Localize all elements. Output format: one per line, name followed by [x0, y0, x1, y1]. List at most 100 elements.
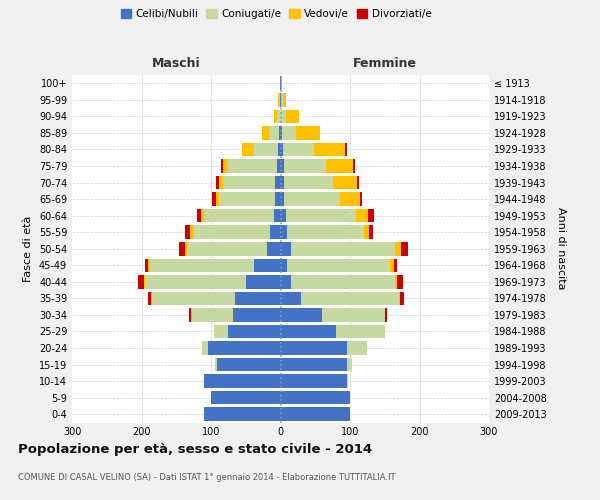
Bar	[291, 275, 395, 288]
Y-axis label: Fasce di età: Fasce di età	[23, 216, 33, 282]
Bar	[286, 209, 356, 222]
Bar	[281, 209, 286, 222]
Bar	[394, 258, 397, 272]
Bar	[281, 226, 287, 239]
Legend: Celibi/Nubili, Coniugati/e, Vedovi/e, Divorziati/e: Celibi/Nubili, Coniugati/e, Vedovi/e, Di…	[116, 5, 436, 24]
Bar	[277, 110, 281, 123]
Y-axis label: Anni di nascita: Anni di nascita	[556, 208, 566, 290]
Bar	[279, 93, 280, 106]
Bar	[235, 292, 281, 305]
Bar	[187, 242, 266, 256]
Bar	[314, 142, 345, 156]
Bar	[145, 258, 148, 272]
Bar	[326, 159, 353, 173]
Bar	[214, 324, 229, 338]
Bar	[281, 408, 350, 421]
Bar	[398, 292, 400, 305]
Bar	[151, 292, 152, 305]
Bar	[357, 176, 359, 190]
Bar	[400, 292, 404, 305]
Bar	[233, 308, 281, 322]
Bar	[270, 226, 281, 239]
Bar	[296, 126, 320, 140]
Bar	[391, 258, 394, 272]
Bar	[281, 324, 336, 338]
Bar	[281, 358, 347, 372]
Bar	[204, 209, 274, 222]
Bar	[223, 176, 275, 190]
Bar	[353, 159, 355, 173]
Bar	[269, 126, 279, 140]
Bar	[397, 275, 403, 288]
Bar	[284, 159, 326, 173]
Bar	[347, 342, 367, 355]
Bar	[216, 176, 220, 190]
Bar	[281, 110, 286, 123]
Bar	[332, 176, 357, 190]
Bar	[220, 192, 275, 206]
Bar	[278, 142, 281, 156]
Bar	[301, 292, 398, 305]
Bar	[179, 242, 185, 256]
Bar	[274, 110, 277, 123]
Bar	[215, 358, 217, 372]
Bar	[395, 242, 401, 256]
Bar	[281, 391, 350, 404]
Bar	[138, 275, 143, 288]
Bar	[364, 226, 370, 239]
Bar	[277, 159, 281, 173]
Bar	[211, 391, 281, 404]
Bar	[284, 176, 332, 190]
Bar	[194, 226, 270, 239]
Bar	[347, 374, 348, 388]
Bar	[217, 358, 281, 372]
Bar	[345, 142, 347, 156]
Bar	[221, 159, 223, 173]
Bar	[281, 258, 287, 272]
Bar	[281, 142, 283, 156]
Bar	[242, 142, 254, 156]
Bar	[385, 308, 387, 322]
Bar	[148, 292, 151, 305]
Bar	[275, 192, 281, 206]
Bar	[286, 110, 299, 123]
Bar	[208, 342, 281, 355]
Bar	[246, 275, 281, 288]
Bar	[281, 93, 283, 106]
Bar	[229, 159, 277, 173]
Bar	[185, 226, 190, 239]
Bar	[401, 242, 407, 256]
Bar	[189, 308, 191, 322]
Bar	[281, 292, 301, 305]
Bar	[287, 226, 364, 239]
Text: Popolazione per età, sesso e stato civile - 2014: Popolazione per età, sesso e stato civil…	[18, 442, 372, 456]
Bar	[322, 308, 385, 322]
Bar	[283, 93, 286, 106]
Bar	[336, 324, 385, 338]
Bar	[229, 324, 281, 338]
Bar	[347, 358, 352, 372]
Bar	[262, 126, 269, 140]
Bar	[266, 242, 281, 256]
Bar	[282, 126, 296, 140]
Bar	[274, 209, 281, 222]
Bar	[280, 76, 281, 90]
Bar	[291, 242, 395, 256]
Bar	[280, 93, 281, 106]
Bar	[287, 258, 391, 272]
Bar	[281, 275, 291, 288]
Bar	[197, 209, 200, 222]
Bar	[356, 209, 368, 222]
Bar	[220, 176, 223, 190]
Bar	[204, 408, 281, 421]
Bar	[254, 258, 281, 272]
Bar	[370, 226, 373, 239]
Bar	[361, 192, 362, 206]
Bar	[278, 93, 279, 106]
Bar	[284, 192, 340, 206]
Text: COMUNE DI CASAL VELINO (SA) - Dati ISTAT 1° gennaio 2014 - Elaborazione TUTTITAL: COMUNE DI CASAL VELINO (SA) - Dati ISTAT…	[18, 472, 395, 482]
Bar	[190, 226, 194, 239]
Bar	[281, 374, 347, 388]
Bar	[279, 126, 281, 140]
Bar	[152, 292, 235, 305]
